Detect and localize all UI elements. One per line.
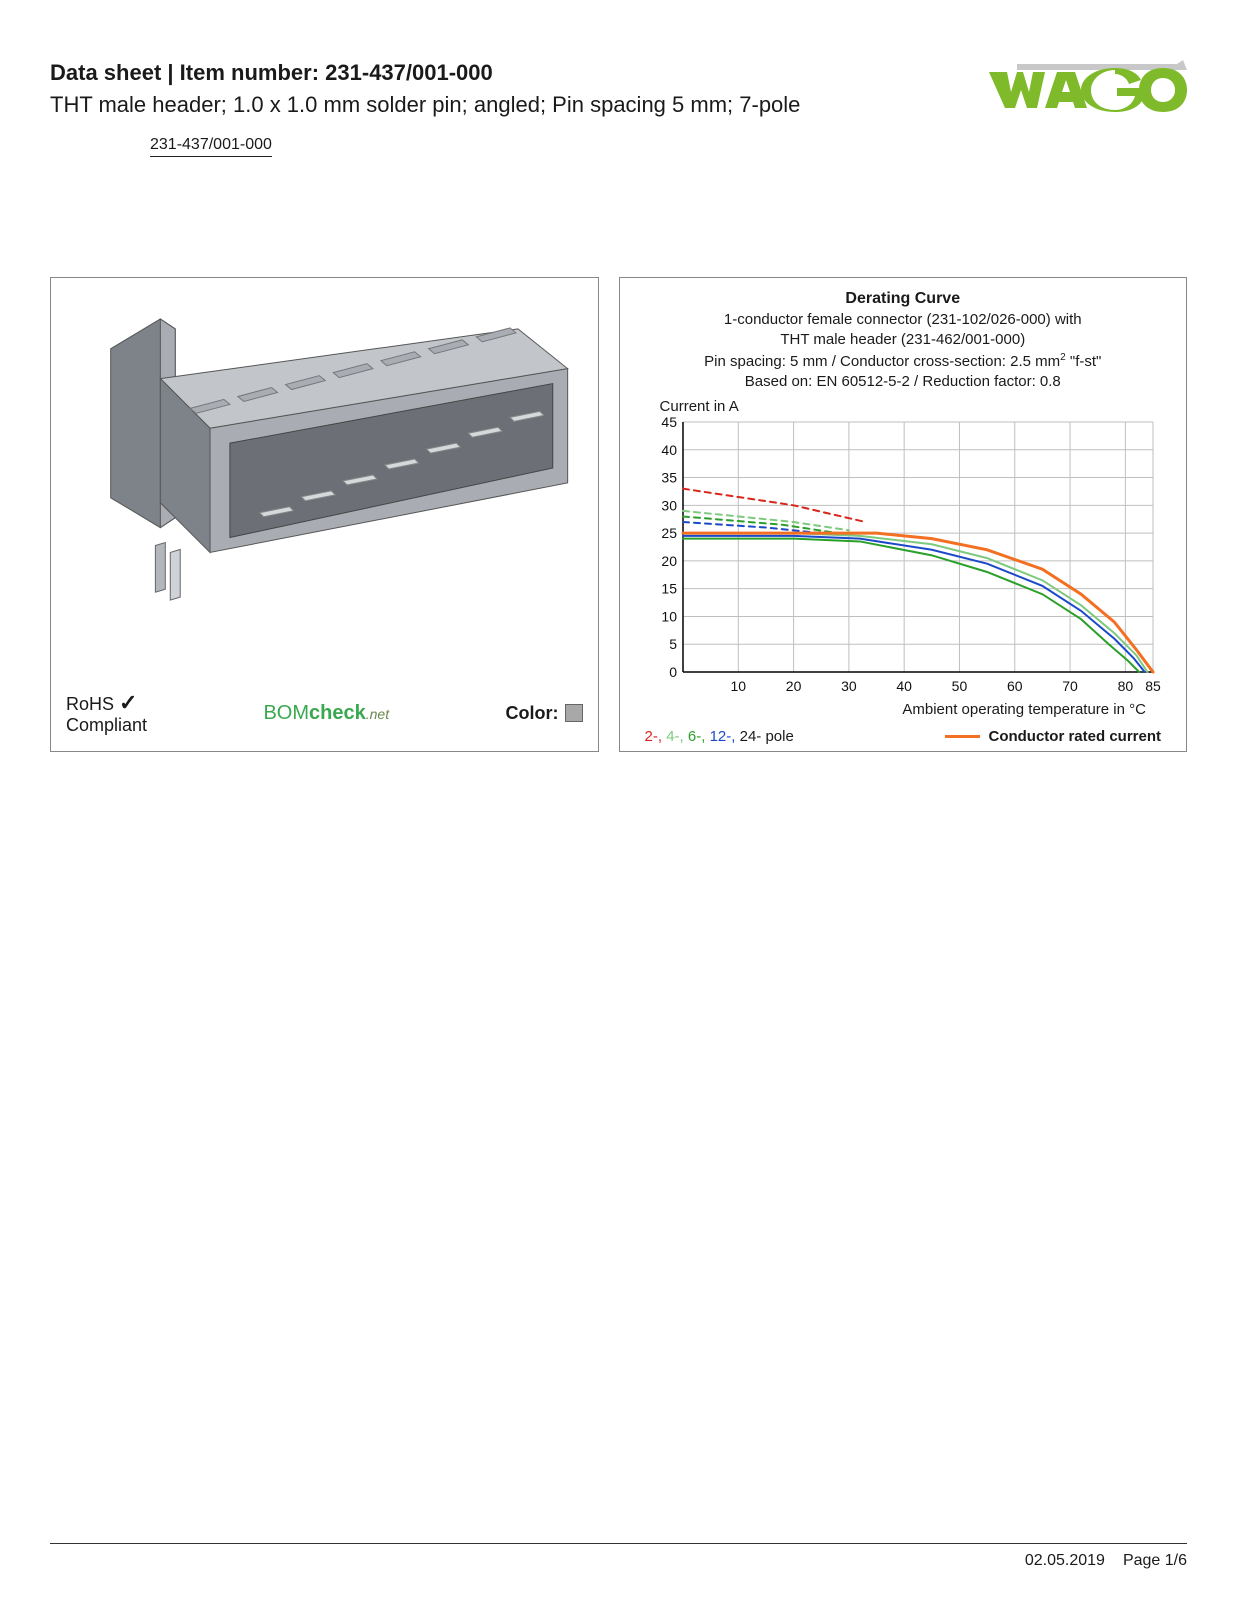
rohs-line1: RoHS [66,694,114,714]
wago-logo [987,60,1187,120]
color-swatch [565,704,583,722]
bomcheck-part2: check [309,702,366,724]
legend-poles: 2-, 4-, 6-, 12-, 24- pole [645,728,794,745]
svg-text:30: 30 [841,678,857,694]
bomcheck-badge: BOMcheck.net [263,702,389,725]
chart-sub4: Based on: EN 60512-5-2 / Reduction facto… [745,373,1061,390]
chart-panel: Derating Curve 1-conductor female connec… [619,277,1187,752]
subtitle: THT male header; 1.0 x 1.0 mm solder pin… [50,92,987,118]
footer-page: Page 1/6 [1123,1552,1187,1570]
legend-pole-entry: 12-, [710,728,740,745]
svg-text:5: 5 [669,636,677,652]
legend-pole-entry: 24- pole [740,728,794,745]
bomcheck-part3: .net [366,706,389,722]
legend-pole-entry: 6-, [688,728,710,745]
svg-text:85: 85 [1145,678,1161,694]
title-prefix: Data sheet [50,60,161,85]
color-indicator: Color: [506,703,583,724]
chart-area: 0 5 10 15 20 25 30 35 40 45 10 20 30 40 50 60 70 80 85 [638,417,1168,697]
conductor-label: Conductor rated current [988,728,1161,745]
item-link[interactable]: 231-437/001-000 [150,136,272,157]
legend-pole-entry: 2-, [645,728,667,745]
page-footer: 02.05.2019 Page 1/6 [50,1543,1187,1570]
check-icon: ✓ [119,690,137,715]
svg-text:15: 15 [661,581,677,597]
footer-date: 02.05.2019 [1025,1552,1105,1570]
title-item-label: Item number: [180,60,319,85]
legend-conductor: Conductor rated current [945,728,1161,745]
svg-text:45: 45 [661,417,677,430]
bomcheck-part1: BOM [263,702,309,724]
svg-text:10: 10 [661,608,677,624]
chart-sub3-post: "f-st" [1066,353,1102,370]
chart-sub3-pre: Pin spacing: 5 mm / Conductor cross-sect… [704,353,1060,370]
rohs-line2: Compliant [66,715,147,735]
chart-sub1: 1-conductor female connector (231-102/02… [724,311,1082,328]
chart-title: Derating Curve [630,290,1176,308]
product-illustration [61,288,588,648]
svg-text:20: 20 [786,678,802,694]
svg-text:35: 35 [661,470,677,486]
svg-text:25: 25 [661,525,677,541]
svg-text:10: 10 [730,678,746,694]
svg-text:70: 70 [1062,678,1078,694]
chart-subtitle: 1-conductor female connector (231-102/02… [640,310,1166,392]
title-line: Data sheet | Item number: 231-437/001-00… [50,60,987,86]
product-panel: RoHS ✓ Compliant BOMcheck.net Color: [50,277,599,752]
color-label: Color: [506,703,559,724]
chart-svg: 0 5 10 15 20 25 30 35 40 45 10 20 30 40 50 60 70 80 85 [638,417,1168,697]
rohs-badge: RoHS ✓ Compliant [66,690,147,736]
page-header: Data sheet | Item number: 231-437/001-00… [50,60,1187,157]
svg-text:30: 30 [661,497,677,513]
badge-row: RoHS ✓ Compliant BOMcheck.net Color: [66,690,583,736]
svg-text:80: 80 [1117,678,1133,694]
chart-ylabel: Current in A [660,398,1176,415]
title-separator: | [161,60,179,85]
svg-text:40: 40 [896,678,912,694]
chart-legend: 2-, 4-, 6-, 12-, 24- pole Conductor rate… [630,728,1176,745]
panel-row: RoHS ✓ Compliant BOMcheck.net Color: Der… [50,277,1187,752]
svg-text:40: 40 [661,442,677,458]
svg-text:0: 0 [669,664,677,680]
svg-text:20: 20 [661,553,677,569]
svg-text:60: 60 [1007,678,1023,694]
conductor-line-icon [945,735,980,738]
title-item-number: 231-437/001-000 [325,60,493,85]
svg-text:50: 50 [951,678,967,694]
legend-pole-entry: 4-, [666,728,688,745]
chart-xlabel: Ambient operating temperature in °C [630,701,1146,718]
header-text-block: Data sheet | Item number: 231-437/001-00… [50,60,987,157]
chart-sub2: THT male header (231-462/001-000) [780,331,1025,348]
